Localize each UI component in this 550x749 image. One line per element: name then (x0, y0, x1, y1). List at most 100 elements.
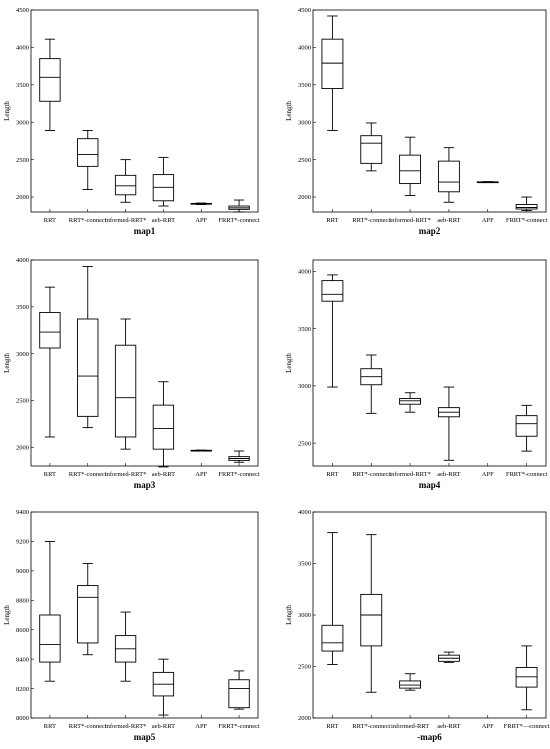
iqr-box (321, 624, 344, 652)
x-category-label: RRT*-connect (352, 471, 390, 478)
x-category-label: APF (195, 723, 207, 730)
chart-panel-6: 2000 2500 3000 3500 4000 Length RRT RRT*-connec… (285, 509, 550, 742)
x-category-label: aeb-RRT (152, 471, 175, 478)
x-category-label: RRT (326, 723, 338, 730)
iqr-box (399, 680, 422, 689)
y-tick-label: 2500 (298, 157, 311, 164)
panel-title: map4 (419, 480, 441, 490)
y-tick-label: 3000 (16, 119, 29, 126)
box-frrt-connect (228, 670, 250, 710)
iqr-box (360, 135, 383, 164)
y-tick-label: 4000 (16, 257, 29, 264)
y-tick-label: 8800 (16, 597, 29, 604)
chart-panel-4: 2500 3000 3500 4000 Length RRT RRT*-connect inf… (285, 259, 548, 490)
iqr-box (114, 174, 137, 196)
box-aeb-rrt (152, 156, 175, 207)
y-axis-label: Length (285, 101, 293, 121)
y-axis-label: Length (3, 101, 11, 121)
panel-title: map3 (134, 480, 156, 490)
iqr-box (77, 318, 99, 417)
x-category-label: RRT*-connect (69, 471, 107, 478)
y-tick-label: 3500 (16, 82, 29, 89)
x-category-label: informed-RRT (391, 723, 429, 730)
box-aeb-rrt (152, 381, 175, 468)
y-tick-label: 3500 (298, 561, 311, 568)
y-tick-label: 3500 (16, 304, 29, 311)
box-rrt (39, 286, 61, 438)
y-tick-label: 3000 (298, 383, 311, 390)
y-tick-label: 2000 (16, 444, 29, 451)
y-tick-label: 2000 (298, 194, 311, 201)
box-rrt-connect (360, 122, 383, 172)
x-category-label: RRT*-connect (352, 723, 390, 730)
plot-frame (312, 511, 547, 719)
x-category-label: informed-RRT* (105, 723, 147, 730)
box-frrt-connect (228, 450, 250, 463)
y-axis-label: Length (3, 605, 11, 625)
box-aeb-rrt (152, 658, 175, 716)
chart-panel-5: 8000 8200 8400 8600 8800 9000 9200 9400 Length RR… (3, 509, 260, 742)
y-tick-label: 4000 (298, 45, 311, 52)
iqr-box (77, 138, 99, 167)
y-axis-label: Length (285, 605, 293, 625)
x-category-label: RRT (326, 217, 338, 224)
x-category-label: APF (195, 217, 207, 224)
box-frrt-connect (515, 404, 538, 452)
panel-title: map5 (134, 732, 156, 742)
chart-panel-3: 2000 2500 3000 3500 4000 Length RRT RRT*-connec… (3, 257, 260, 490)
y-tick-label: 4000 (16, 45, 29, 52)
x-category-label: informed-RRT* (105, 217, 147, 224)
iqr-box (360, 593, 383, 647)
x-category-label: RRT*-connect (69, 723, 107, 730)
iqr-box (515, 204, 538, 210)
x-category-label: FRRT*-connect (218, 217, 260, 224)
y-tick-label: 4000 (298, 509, 311, 516)
y-tick-label: 4500 (16, 7, 29, 14)
panel-title: -map6 (417, 732, 442, 742)
y-tick-label: 2500 (298, 664, 311, 671)
y-tick-label: 3000 (298, 612, 311, 619)
x-category-label: APF (482, 217, 494, 224)
y-tick-label: 8400 (16, 656, 29, 663)
y-tick-label: 8000 (16, 715, 29, 722)
x-category-label: aeb-RRT (152, 217, 175, 224)
box-apf (190, 449, 212, 452)
box-frrt-connect (515, 645, 538, 711)
y-tick-label: 3000 (298, 119, 311, 126)
y-tick-label: 8600 (16, 627, 29, 634)
x-category-label: FRRT*-connect (218, 723, 260, 730)
y-tick-label: 9400 (16, 509, 29, 516)
y-tick-label: 9200 (16, 539, 29, 546)
iqr-box (39, 614, 61, 663)
box-informed-rrt- (399, 392, 422, 413)
x-category-label: informed-RRT* (389, 471, 431, 478)
plot-frame (30, 511, 259, 719)
x-category-label: FRRT*-connect (218, 471, 260, 478)
box-frrt-connect (228, 199, 250, 213)
y-tick-label: 8200 (16, 686, 29, 693)
x-category-label: FRRT*—connect (504, 723, 550, 730)
iqr-box (437, 160, 460, 193)
y-tick-label: 3500 (298, 82, 311, 89)
box-rrt (321, 532, 344, 665)
x-category-label: informed-RRT* (105, 471, 147, 478)
x-category-label: RRT (44, 217, 56, 224)
x-category-label: informed-RRT* (389, 217, 431, 224)
box-aeb-rrt (437, 147, 460, 203)
box-rrt-connect (77, 130, 99, 191)
iqr-box (228, 679, 250, 709)
box-informed-rrt (399, 673, 422, 691)
iqr-box (152, 404, 175, 450)
x-category-label: APF (482, 471, 494, 478)
x-category-label: FRRT*-connect (506, 217, 548, 224)
x-category-label: aeb-RRT (437, 217, 460, 224)
x-category-label: RRT (44, 471, 56, 478)
panel-title: map1 (134, 226, 156, 236)
iqr-box (399, 398, 422, 405)
box-apf (190, 202, 212, 205)
box-rrt-connect (77, 266, 99, 429)
plot-frame (312, 9, 547, 213)
chart-panel-1: 2000 2500 3000 3500 4000 4500 Length RRT RRT*-co… (3, 7, 260, 236)
x-category-label: APF (482, 723, 494, 730)
